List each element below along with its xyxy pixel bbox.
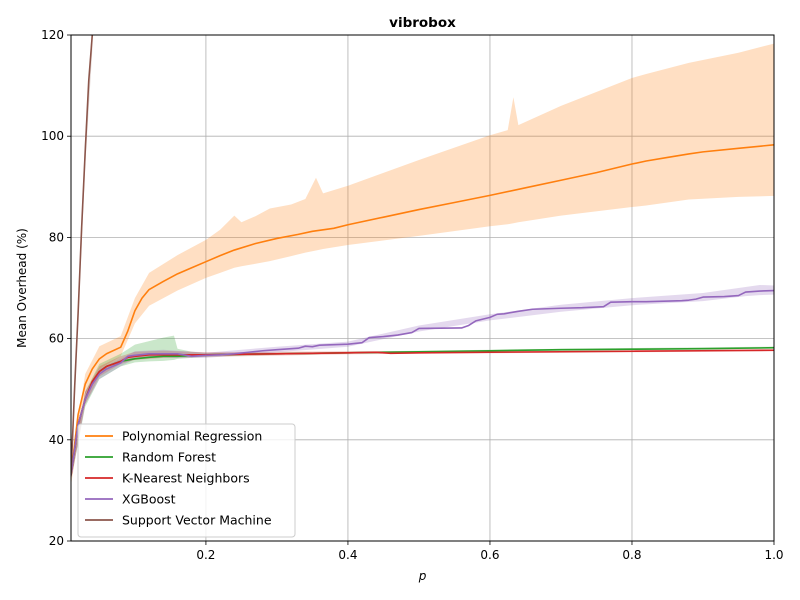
legend-label: Random Forest [122,450,216,465]
y-tick-label: 20 [49,534,64,548]
plot-frame [70,34,775,542]
band-polynomial-regression [71,43,774,486]
x-tick-label: 0.2 [196,548,215,562]
y-tick-label: 120 [41,28,64,42]
axis-ticks: 0.2 0.4 0.6 0.8 1.0 20 40 60 80 100 120 [41,28,783,562]
legend-label: XGBoost [122,492,176,507]
band-support-vector-machine [71,35,93,486]
x-tick-label: 0.8 [622,548,641,562]
x-tick-label: 1.0 [764,548,783,562]
y-tick-label: 60 [49,332,64,346]
legend-label: K-Nearest Neighbors [122,471,250,486]
line-k-nearest-neighbors [71,349,774,476]
y-tick-label: 100 [41,129,64,143]
line-polynomial-regression [71,144,774,476]
x-tick-label: 0.6 [480,548,499,562]
y-tick-label: 40 [49,433,64,447]
x-axis-label: p [418,569,427,583]
legend: Polynomial Regression Random Forest K-Near… [77,423,296,538]
y-axis-label: Mean Overhead (%) [15,228,29,348]
series-lines [71,35,774,476]
line-support-vector-machine [71,35,94,476]
confidence-bands [71,35,774,486]
band-random-forest [71,335,774,481]
legend-label: Polynomial Regression [122,429,262,444]
legend-label: Support Vector Machine [122,513,272,528]
y-tick-label: 80 [49,230,64,244]
x-tick-label: 0.4 [338,548,357,562]
chart-title: vibrobox [389,15,456,31]
line-xgboost [71,289,774,476]
legend-box [77,423,296,538]
